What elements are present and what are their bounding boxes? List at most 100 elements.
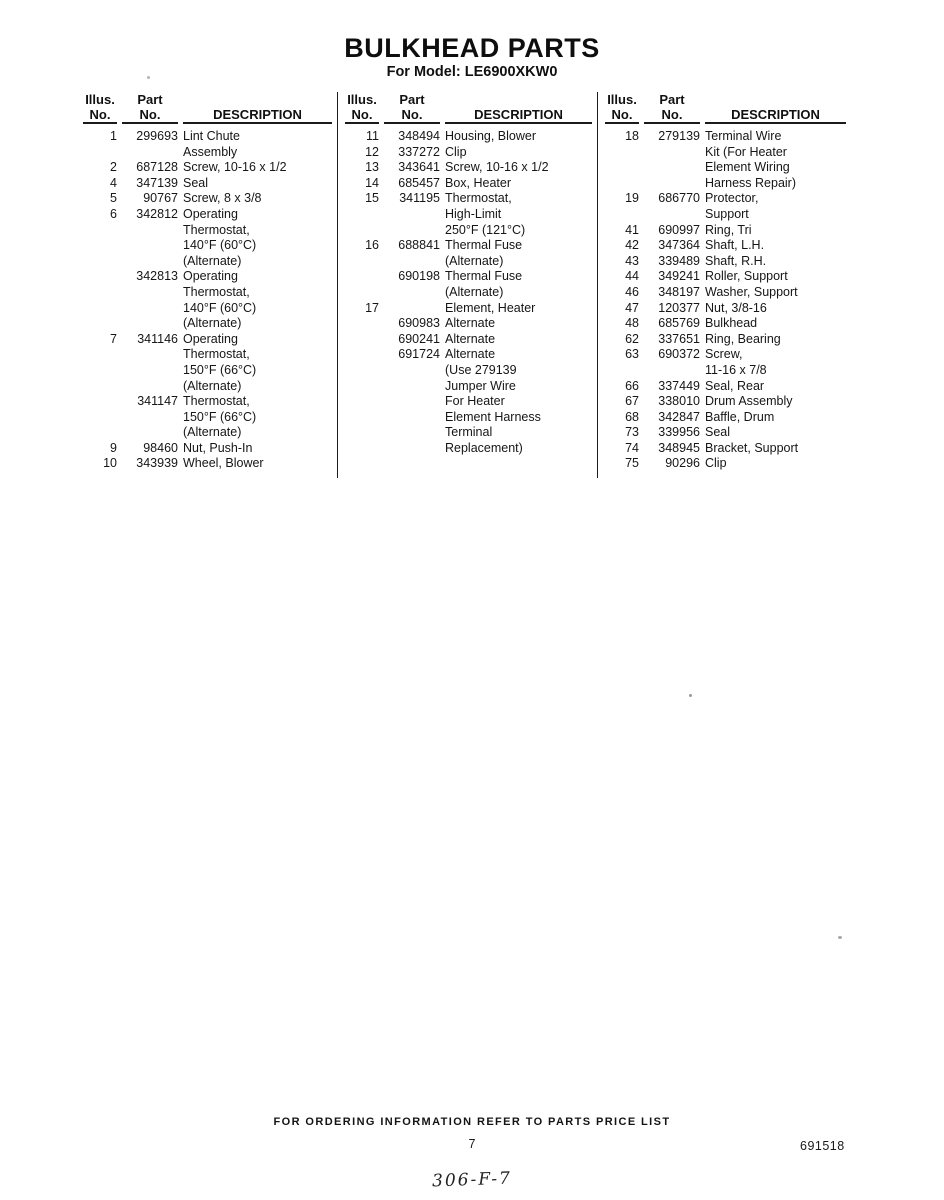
illus-no-cell bbox=[345, 316, 379, 332]
description-cell: Harness Repair) bbox=[705, 175, 797, 190]
part-no-cell bbox=[122, 238, 178, 254]
illus-no-cell bbox=[83, 254, 117, 270]
part-row-continuation: 150°F (66°C) bbox=[83, 410, 332, 426]
part-no-cell: 348494 bbox=[398, 129, 440, 143]
part-no-cell: 339489 bbox=[658, 253, 700, 268]
illus-no-cell: 63 bbox=[625, 347, 639, 362]
illus-no-cell bbox=[345, 347, 379, 363]
description-cell: Thermostat, bbox=[183, 394, 250, 409]
parts-table: Illus. Part No. No. DESCRIPTION 1 299693 Lint C… bbox=[78, 92, 851, 478]
part-row: 44 349241 Roller, Support bbox=[605, 269, 846, 285]
parts-column-2: Illus. Part No. No. DESCRIPTION 11 348494 Housi… bbox=[337, 92, 597, 478]
part-row: 691724 Alternate bbox=[345, 347, 592, 363]
description-cell: Thermostat, bbox=[183, 222, 250, 237]
part-row-continuation: Jumper Wire bbox=[345, 379, 592, 395]
part-no-cell: 120377 bbox=[658, 300, 700, 315]
part-no-cell: 685769 bbox=[658, 316, 700, 331]
part-no-cell bbox=[644, 145, 700, 161]
part-header-line1: Part bbox=[137, 92, 163, 107]
part-no-cell: 337272 bbox=[398, 144, 440, 159]
illus-no-cell bbox=[605, 176, 639, 192]
illus-no-cell: 43 bbox=[625, 253, 639, 268]
description-cell: For Heater bbox=[445, 394, 505, 409]
illus-header-line2: No. bbox=[83, 107, 117, 124]
part-row-continuation: Thermostat, bbox=[83, 285, 332, 301]
part-no-cell bbox=[384, 379, 440, 395]
description-cell: (Alternate) bbox=[183, 316, 242, 331]
description-cell: (Alternate) bbox=[183, 378, 242, 393]
illus-no-cell: 44 bbox=[625, 269, 639, 284]
illus-no-cell: 41 bbox=[625, 222, 639, 237]
part-no-cell: 339956 bbox=[658, 425, 700, 440]
description-cell: Clip bbox=[445, 144, 467, 159]
part-no-cell bbox=[122, 425, 178, 441]
illus-no-cell: 47 bbox=[625, 300, 639, 315]
illus-no-cell bbox=[83, 316, 117, 332]
part-row: 68 342847 Baffle, Drum bbox=[605, 410, 846, 426]
description-cell: Thermostat, bbox=[183, 284, 250, 299]
illus-header-line2: No. bbox=[605, 107, 639, 124]
description-cell: Thermal Fuse bbox=[445, 238, 523, 253]
illus-no-cell: 1 bbox=[110, 129, 117, 143]
illus-no-cell bbox=[345, 254, 379, 270]
description-cell: Box, Heater bbox=[445, 175, 512, 190]
part-no-cell: 348945 bbox=[658, 440, 700, 455]
illus-no-cell bbox=[83, 223, 117, 239]
part-row: 41 690997 Ring, Tri bbox=[605, 223, 846, 239]
description-cell: Element Wiring bbox=[705, 160, 790, 175]
description-cell: Screw, bbox=[705, 347, 743, 362]
description-cell: Jumper Wire bbox=[445, 378, 516, 393]
page-number: 7 bbox=[468, 1137, 476, 1151]
part-no-cell: 341146 bbox=[137, 331, 178, 346]
illus-no-cell bbox=[345, 223, 379, 239]
part-row: 1 299693 Lint Chute bbox=[83, 124, 332, 145]
part-no-cell: 690198 bbox=[398, 269, 440, 284]
part-no-cell bbox=[384, 441, 440, 457]
part-row-continuation: Harness Repair) bbox=[605, 176, 846, 192]
part-row: 7 341146 Operating bbox=[83, 332, 332, 348]
description-header: DESCRIPTION bbox=[445, 107, 592, 124]
description-cell: Operating bbox=[183, 331, 238, 346]
part-no-cell bbox=[122, 254, 178, 270]
illus-no-cell: 74 bbox=[625, 440, 639, 455]
description-cell: Element, Heater bbox=[445, 300, 536, 315]
column-body: 1 299693 Lint Chute Assembly 2 687128 Screw, 1… bbox=[83, 124, 332, 472]
part-no-cell: 343939 bbox=[136, 456, 178, 471]
part-no-cell: 90767 bbox=[143, 191, 178, 206]
illus-no-cell: 2 bbox=[110, 160, 117, 175]
illus-no-cell bbox=[83, 238, 117, 254]
illus-no-cell bbox=[605, 207, 639, 223]
description-cell: Operating bbox=[183, 206, 238, 221]
description-cell: (Alternate) bbox=[183, 425, 242, 440]
part-no-cell: 348197 bbox=[658, 284, 700, 299]
illus-no-cell: 48 bbox=[625, 316, 639, 331]
part-row: 690983 Alternate bbox=[345, 316, 592, 332]
illus-no-cell: 5 bbox=[110, 191, 117, 206]
description-cell: 250°F (121°C) bbox=[445, 222, 526, 237]
column-header: Illus. Part No. No. DESCRIPTION bbox=[605, 92, 846, 124]
column-body: 11 348494 Housing, Blower 12 337272 Clip 13 343… bbox=[345, 124, 592, 456]
part-row: 46 348197 Washer, Support bbox=[605, 285, 846, 301]
part-row-continuation: (Alternate) bbox=[83, 254, 332, 270]
description-cell: Seal bbox=[183, 175, 209, 190]
illus-no-cell bbox=[345, 394, 379, 410]
illus-no-cell bbox=[83, 363, 117, 379]
part-row-continuation: Terminal bbox=[345, 425, 592, 441]
part-no-cell bbox=[122, 285, 178, 301]
part-row: 43 339489 Shaft, R.H. bbox=[605, 254, 846, 270]
part-no-cell: 690997 bbox=[658, 222, 700, 237]
part-no-cell: 337651 bbox=[658, 331, 700, 346]
description-cell: Ring, Bearing bbox=[705, 331, 781, 346]
part-row: 63 690372 Screw, bbox=[605, 347, 846, 363]
part-no-cell: 342847 bbox=[658, 409, 700, 424]
part-no-cell: 685457 bbox=[398, 175, 440, 190]
illus-no-cell bbox=[83, 347, 117, 363]
part-no-cell: 343641 bbox=[398, 160, 440, 175]
part-row: 16 688841 Thermal Fuse bbox=[345, 238, 592, 254]
description-cell: Support bbox=[705, 206, 749, 221]
description-header-spacer bbox=[183, 92, 332, 107]
part-row-continuation: Thermostat, bbox=[83, 223, 332, 239]
part-no-cell: 341147 bbox=[137, 394, 178, 409]
description-cell: Screw, 10-16 x 1/2 bbox=[183, 160, 287, 175]
part-no-cell bbox=[122, 301, 178, 317]
